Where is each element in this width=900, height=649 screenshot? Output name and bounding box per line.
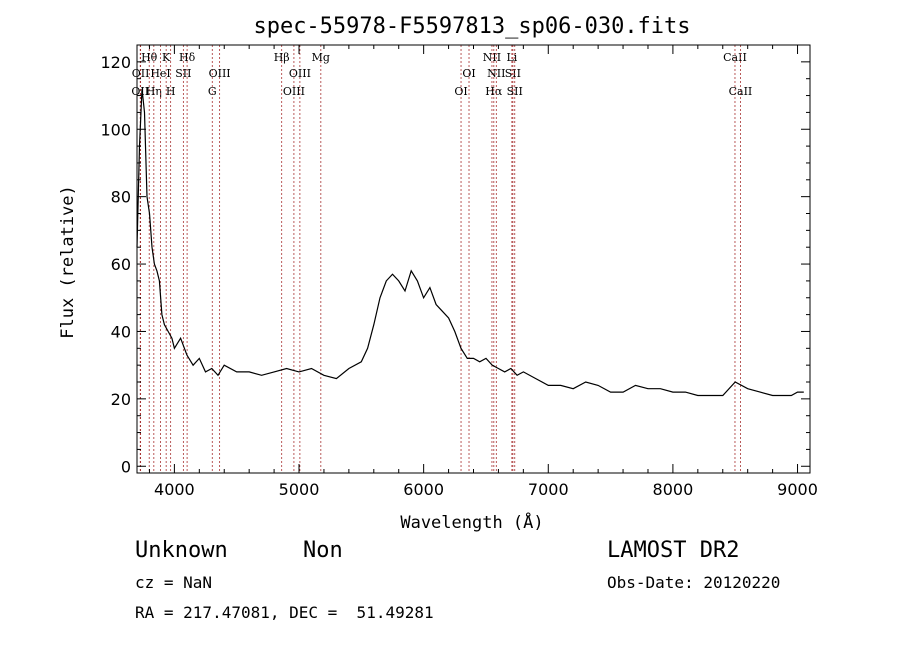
survey-label: LAMOST DR2 bbox=[607, 538, 740, 563]
x-axis-label: Wavelength (Å) bbox=[400, 511, 543, 533]
y-tick-label-1: 20 bbox=[111, 390, 131, 409]
line-label-16: OI bbox=[462, 67, 475, 80]
line-label-6: H bbox=[166, 85, 176, 98]
x-tick-label-2: 6000 bbox=[403, 480, 444, 499]
line-label-19: NII bbox=[487, 67, 505, 80]
chart-title: spec-55978-F5597813_sp06-030.fits bbox=[253, 14, 690, 39]
classification-label: Unknown bbox=[135, 538, 228, 563]
line-label-5: K bbox=[162, 51, 171, 64]
emission-line-markers: OIIOIIHθHηHeIKHSIIHδGOIIIHβOIIIOIIIMgOIO… bbox=[131, 45, 752, 473]
line-label-17: NII bbox=[483, 51, 501, 64]
line-label-3: Hη bbox=[146, 85, 162, 98]
x-tick-label-3: 7000 bbox=[528, 480, 569, 499]
line-label-22: SII bbox=[507, 85, 523, 98]
line-label-0: OII bbox=[131, 85, 149, 98]
series-line-0 bbox=[136, 88, 804, 397]
line-label-11: Hβ bbox=[274, 51, 290, 64]
line-label-7: SII bbox=[175, 67, 191, 80]
redshift-label: cz = NaN bbox=[135, 573, 213, 592]
axis-ticks: 4000 5000 6000 7000 8000 9000 0 20 40 60 80 100 120 bbox=[100, 45, 818, 499]
line-label-4: HeI bbox=[150, 67, 170, 80]
y-tick-label-5: 100 bbox=[100, 120, 131, 139]
x-tick-label-0: 4000 bbox=[154, 480, 195, 499]
line-label-18: Hα bbox=[485, 85, 503, 98]
spectrum-series bbox=[136, 88, 804, 397]
y-tick-label-3: 60 bbox=[111, 255, 131, 274]
y-axis-label: Flux (relative) bbox=[58, 185, 78, 339]
obs-date-label: Obs-Date: 20120220 bbox=[607, 573, 781, 592]
x-tick-label-1: 5000 bbox=[279, 480, 320, 499]
y-tick-label-4: 80 bbox=[111, 188, 131, 207]
line-label-9: G bbox=[208, 85, 217, 98]
x-tick-label-5: 9000 bbox=[777, 480, 818, 499]
line-label-13: OIII bbox=[289, 67, 311, 80]
line-label-24: CaII bbox=[729, 85, 753, 98]
line-label-12: OIII bbox=[283, 85, 305, 98]
plot-frame bbox=[136, 44, 811, 474]
line-label-14: Mg bbox=[312, 51, 330, 64]
line-label-21: SII bbox=[505, 67, 521, 80]
y-tick-label-0: 0 bbox=[121, 457, 131, 476]
coordinates-label: RA = 217.47081, DEC = 51.49281 bbox=[135, 603, 434, 622]
line-label-20: Li bbox=[506, 51, 517, 64]
line-label-1: OII bbox=[132, 67, 150, 80]
subclass-label: Non bbox=[303, 538, 343, 563]
line-label-15: OI bbox=[454, 85, 467, 98]
line-label-8: Hδ bbox=[179, 51, 196, 64]
x-tick-label-4: 8000 bbox=[653, 480, 694, 499]
line-label-10: OIII bbox=[209, 67, 231, 80]
y-tick-label-2: 40 bbox=[111, 322, 131, 341]
y-tick-label-6: 120 bbox=[100, 53, 131, 72]
line-label-23: CaII bbox=[723, 51, 747, 64]
